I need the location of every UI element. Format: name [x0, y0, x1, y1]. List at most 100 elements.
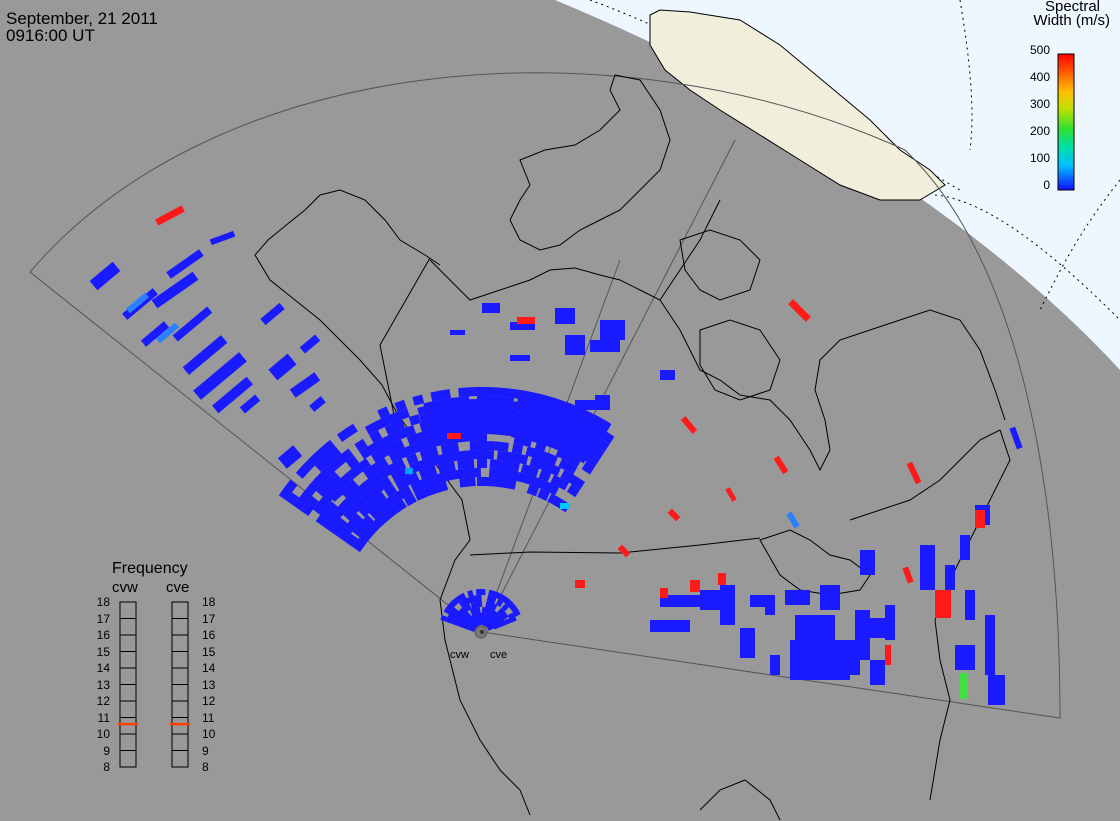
frequency-tick-label: 17 — [202, 612, 224, 626]
scatter-cell — [475, 607, 481, 614]
radar-site-dot — [480, 630, 484, 634]
site-label-cve: cve — [490, 649, 507, 661]
colorbar-tick-label: 300 — [1010, 97, 1050, 111]
scatter-cell — [830, 640, 860, 675]
scatter-cell — [650, 620, 690, 632]
scatter-cell — [484, 450, 494, 459]
time-label: 0916:00 UT — [6, 27, 95, 44]
scatter-cell — [505, 479, 517, 490]
frequency-tick-label: 15 — [88, 645, 110, 659]
scatter-cell — [482, 303, 500, 313]
frequency-tick-label: 16 — [88, 628, 110, 642]
frequency-tick-label: 9 — [88, 744, 110, 758]
scatter-cell — [575, 400, 610, 410]
frequency-tick-label: 12 — [88, 694, 110, 708]
scatter-cell — [595, 395, 610, 401]
scatter-cell — [885, 645, 891, 665]
colorbar-tick-label: 0 — [1010, 178, 1050, 192]
scatter-cell — [870, 618, 885, 638]
frequency-tick-label: 17 — [88, 612, 110, 626]
frequency-tick-label: 13 — [88, 678, 110, 692]
scatter-cell — [510, 355, 530, 361]
scatter-cell — [495, 387, 506, 397]
scatter-cell — [718, 573, 726, 585]
scatter-cell — [960, 673, 968, 699]
scatter-cell — [765, 595, 775, 615]
scatter-cell — [740, 628, 755, 658]
scatter-cell — [508, 461, 520, 472]
scatter-cell — [405, 468, 413, 474]
scatter-cell — [920, 545, 935, 590]
frequency-tick-label: 8 — [202, 760, 224, 774]
scatter-cell — [464, 459, 475, 469]
colorbar-tick-label: 500 — [1010, 43, 1050, 57]
frequency-tick-label: 11 — [202, 711, 224, 725]
colorbar-gradient — [1058, 54, 1074, 190]
scatter-cell — [476, 595, 481, 601]
scatter-cell — [770, 655, 780, 675]
frequency-tick-label: 15 — [202, 645, 224, 659]
scatter-cell — [458, 387, 469, 397]
scatter-cell — [590, 340, 620, 352]
colorbar-tick-label: 400 — [1010, 70, 1050, 84]
frequency-label-cvw: cvw — [112, 579, 138, 596]
frequency-title: Frequency — [112, 560, 188, 578]
scatter-cell — [820, 585, 840, 610]
frequency-tick-label: 8 — [88, 760, 110, 774]
scatter-cell — [955, 645, 975, 670]
scatter-cell — [720, 585, 735, 625]
frequency-tick-label: 13 — [202, 678, 224, 692]
site-label-cvw: cvw — [450, 649, 469, 661]
scatter-cell — [785, 590, 810, 605]
scatter-cell — [477, 601, 482, 607]
scatter-cell — [600, 320, 625, 340]
scatter-cell — [465, 477, 476, 487]
scatter-cell — [498, 442, 509, 452]
date-label: September, 21 2011 — [6, 10, 158, 27]
scatter-cell — [965, 590, 975, 620]
scatter-cell — [471, 468, 481, 477]
frequency-tick-label: 16 — [202, 628, 224, 642]
scatter-cell — [975, 510, 985, 528]
frequency-tick-label: 12 — [202, 694, 224, 708]
scatter-cell — [985, 615, 995, 675]
scatter-cell — [565, 335, 585, 355]
scatter-cell — [750, 595, 765, 607]
scatter-cell — [555, 308, 575, 324]
colorbar-tick-label: 200 — [1010, 124, 1050, 138]
scatter-cell — [870, 660, 885, 685]
frequency-tick-label: 10 — [88, 727, 110, 741]
scatter-cell — [450, 330, 465, 335]
colorbar — [1058, 54, 1074, 190]
scatter-cell — [448, 442, 459, 452]
scatter-cell — [935, 590, 951, 618]
scatter-cell — [660, 588, 668, 598]
frequency-tick-label: 10 — [202, 727, 224, 741]
scatter-cell — [575, 580, 585, 588]
scatter-cell — [560, 503, 570, 509]
scatter-cell — [660, 370, 675, 380]
scatter-cell — [885, 605, 895, 640]
scatter-cell — [447, 433, 461, 439]
scatter-cell — [444, 461, 456, 472]
scatter-cell — [468, 387, 478, 396]
frequency-tick-label: 18 — [202, 595, 224, 609]
scatter-cell — [477, 387, 487, 396]
scatter-cell — [440, 389, 451, 399]
scatter-cell — [517, 317, 535, 324]
scatter-cell — [477, 459, 487, 468]
scatter-cell — [512, 444, 524, 455]
frequency-label-cve: cve — [166, 579, 189, 596]
frequency-tick-label: 18 — [88, 595, 110, 609]
frequency-tick-label: 9 — [202, 744, 224, 758]
frequency-tick-label: 14 — [202, 661, 224, 675]
frequency-tick-label: 14 — [88, 661, 110, 675]
frequency-tick-label: 11 — [88, 711, 110, 725]
scatter-cell — [860, 550, 875, 575]
scatter-cell — [988, 675, 1005, 705]
scatter-cell — [945, 565, 955, 590]
scatter-cell — [960, 535, 970, 560]
scatter-cell — [486, 387, 496, 396]
scatter-cell — [480, 589, 485, 595]
